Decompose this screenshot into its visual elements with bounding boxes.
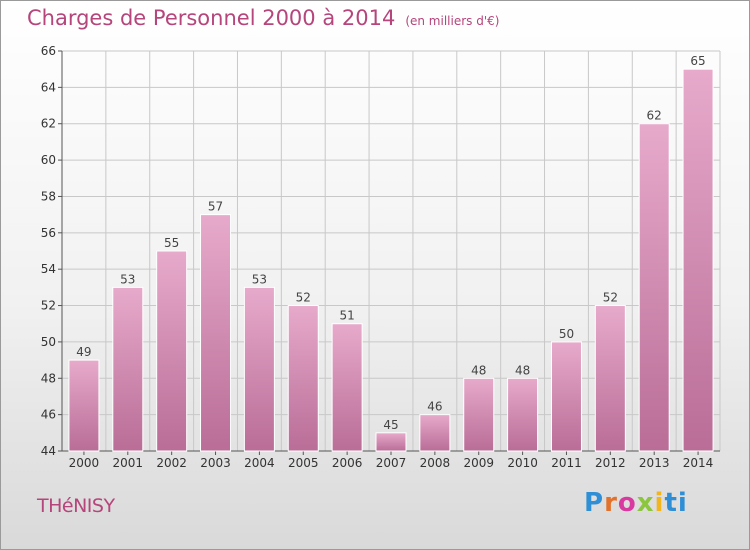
y-tick-label: 66	[41, 44, 56, 58]
y-tick-label: 54	[41, 262, 56, 276]
data-label: 53	[252, 272, 267, 286]
bar-2013	[638, 123, 670, 452]
x-tick-label: 2013	[639, 456, 670, 470]
chart-title-text: Charges de Personnel 2000 à 2014	[27, 6, 396, 30]
x-tick-label: 2011	[551, 456, 582, 470]
x-tick-label: 2001	[113, 456, 144, 470]
data-label: 48	[515, 363, 530, 377]
bar-2004	[243, 286, 275, 452]
data-label: 48	[471, 363, 486, 377]
y-tick-label: 50	[41, 335, 56, 349]
x-tick-label: 2010	[507, 456, 538, 470]
bar-2006	[331, 323, 363, 452]
x-tick-label: 2004	[244, 456, 275, 470]
bar-2003	[200, 214, 232, 452]
x-tick-label: 2009	[463, 456, 494, 470]
data-label: 49	[76, 345, 91, 359]
x-tick-label: 2014	[683, 456, 714, 470]
bar-2008	[419, 414, 451, 452]
data-label: 52	[296, 291, 311, 305]
x-tick-label: 2000	[69, 456, 100, 470]
x-tick-label: 2005	[288, 456, 319, 470]
x-tick-label: 2008	[420, 456, 451, 470]
y-tick-label: 44	[41, 444, 56, 458]
y-tick-label: 48	[41, 371, 56, 385]
x-tick-label: 2006	[332, 456, 363, 470]
y-tick-label: 52	[41, 299, 56, 313]
bar-2002	[156, 250, 188, 452]
x-tick-label: 2003	[200, 456, 231, 470]
data-label: 46	[427, 400, 442, 414]
data-label: 51	[339, 309, 354, 323]
y-tick-label: 64	[41, 80, 56, 94]
data-label: 55	[164, 236, 179, 250]
data-label: 45	[383, 418, 398, 432]
data-label: 52	[603, 291, 618, 305]
y-tick-label: 58	[41, 189, 56, 203]
x-tick-label: 2002	[156, 456, 187, 470]
bar-2012	[594, 305, 626, 452]
bar-2000	[68, 359, 100, 452]
bar-2014	[682, 68, 714, 452]
commune-name: THéNISY	[37, 495, 115, 517]
proxiti-logo[interactable]: Proxiti	[584, 488, 688, 518]
data-label: 65	[690, 54, 705, 68]
bar-2001	[112, 286, 144, 452]
chart-subtitle: (en milliers d'€)	[405, 14, 500, 28]
bar-2011	[550, 341, 582, 452]
data-label: 62	[647, 109, 662, 123]
y-tick-label: 46	[41, 408, 56, 422]
bar-2009	[463, 377, 495, 452]
y-tick-label: 56	[41, 226, 56, 240]
y-tick-label: 62	[41, 117, 56, 131]
bar-2007	[375, 432, 407, 452]
data-label: 50	[559, 327, 574, 341]
bar-2005	[287, 305, 319, 452]
y-tick-label: 60	[41, 153, 56, 167]
x-tick-label: 2012	[595, 456, 626, 470]
data-label: 57	[208, 200, 223, 214]
data-label: 53	[120, 272, 135, 286]
chart-title: Charges de Personnel 2000 à 2014 (en mill…	[27, 6, 499, 30]
x-tick-label: 2007	[376, 456, 407, 470]
bar-2010	[507, 377, 539, 452]
